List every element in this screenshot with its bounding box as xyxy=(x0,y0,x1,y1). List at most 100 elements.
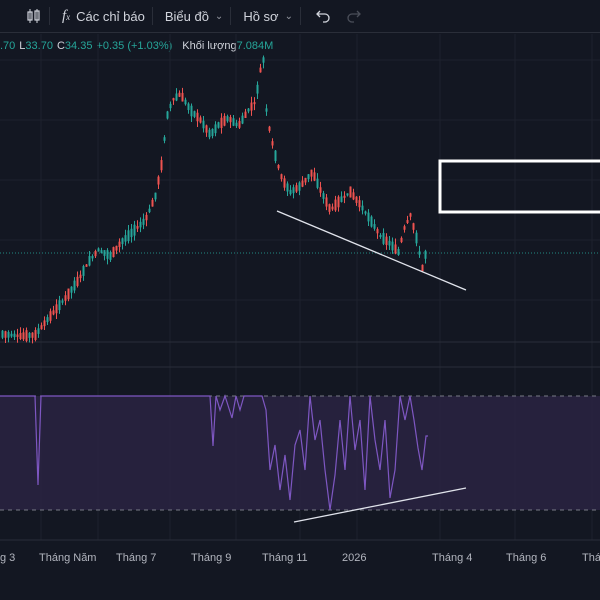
profile-label: Hồ sơ xyxy=(243,8,279,24)
rsi-band xyxy=(0,396,600,510)
candle-body xyxy=(52,310,55,315)
candle-body xyxy=(103,250,106,256)
candle-body xyxy=(34,330,37,340)
candle-body xyxy=(82,266,85,276)
candle-body xyxy=(70,286,73,293)
rectangle-drawing[interactable] xyxy=(438,159,600,214)
candle-body xyxy=(67,288,70,300)
candle-body xyxy=(10,333,13,337)
candle-body xyxy=(301,180,304,187)
candle-body xyxy=(283,178,286,188)
candle-body xyxy=(346,193,349,196)
top-toolbar: fx Các chỉ báo Biểu đồ ⌄ Hồ sơ ⌄ xyxy=(0,0,600,33)
candle-body xyxy=(235,122,238,127)
candle-body xyxy=(220,117,223,129)
indicators-button[interactable]: fx Các chỉ báo xyxy=(50,0,152,32)
profile-dropdown[interactable]: Hồ sơ ⌄ xyxy=(231,0,300,32)
ohlc-legend: .70 L 33.70 C 34.35 +0.35 (+1.03%) Khối … xyxy=(0,38,273,54)
candle-body xyxy=(7,331,10,338)
candle-body xyxy=(310,169,313,177)
candle-body xyxy=(367,212,370,222)
candle-body xyxy=(217,122,220,128)
candle-body xyxy=(43,320,46,327)
candle-body xyxy=(178,92,181,97)
change-value: +0.35 (+1.03%) xyxy=(96,40,173,52)
candle-body xyxy=(31,332,34,338)
candle-body xyxy=(175,93,178,101)
candle-body xyxy=(271,141,274,146)
candle-body xyxy=(316,178,319,188)
candle-body xyxy=(304,177,307,183)
candle-body xyxy=(13,333,16,338)
candle-body xyxy=(361,205,364,211)
redo-icon xyxy=(347,10,361,23)
x-axis-label: Tháng 7 xyxy=(116,552,157,564)
candle-body xyxy=(112,247,115,258)
close-key: C xyxy=(56,40,65,52)
x-axis-label: 2026 xyxy=(342,552,367,564)
candle-body xyxy=(313,172,316,181)
low-value: 33.70 xyxy=(25,40,53,52)
candle-body xyxy=(97,248,100,252)
candle-body xyxy=(394,244,397,254)
volume-label: Khối lượng xyxy=(182,40,237,52)
open-value: .70 xyxy=(0,40,16,52)
candle-body xyxy=(268,126,271,131)
candle-body xyxy=(328,204,331,212)
candle-body xyxy=(199,117,202,123)
candlestick-series xyxy=(1,55,427,344)
candle-body xyxy=(412,223,415,230)
candle-body xyxy=(73,280,76,291)
candle-body xyxy=(133,224,136,236)
chart-type-dropdown[interactable]: Biểu đồ ⌄ xyxy=(153,0,230,32)
x-axis-label: Tháng 6 xyxy=(506,552,547,564)
candle-body xyxy=(58,300,61,311)
candle-body xyxy=(139,221,142,228)
candle-body xyxy=(250,102,253,111)
x-axis-label: Tháng 9 xyxy=(191,552,232,564)
candle-body xyxy=(322,193,325,199)
candle-body xyxy=(46,317,49,323)
candle-body xyxy=(16,334,19,337)
candle-body xyxy=(409,213,412,217)
candle-body xyxy=(205,125,208,133)
candle-body xyxy=(64,295,67,301)
candle-style-button[interactable] xyxy=(0,0,49,32)
candle-body xyxy=(277,165,280,169)
candle-body xyxy=(286,183,289,192)
candle-body xyxy=(208,129,211,138)
candle-body xyxy=(280,174,283,180)
candle-body xyxy=(376,229,379,234)
undo-icon xyxy=(316,10,330,23)
candle-body xyxy=(325,197,328,207)
rsi-trendline[interactable] xyxy=(293,487,467,523)
redo-button[interactable] xyxy=(338,0,369,32)
candle-body xyxy=(298,182,301,191)
candle-body xyxy=(400,237,403,243)
toolbar-divider xyxy=(230,7,232,25)
candle-body xyxy=(49,311,52,321)
candle-body xyxy=(334,199,337,211)
candle-body xyxy=(130,228,133,238)
candle-body xyxy=(358,200,361,208)
candle-body xyxy=(19,333,22,339)
candle-body xyxy=(4,331,7,338)
price-trendline[interactable] xyxy=(276,210,467,291)
candle-body xyxy=(148,208,151,213)
candle-body xyxy=(343,195,346,198)
indicators-label: Các chỉ báo xyxy=(76,8,145,24)
candle-body xyxy=(172,98,175,101)
candle-body xyxy=(253,102,256,105)
candle-body xyxy=(61,300,64,303)
x-axis-label: Tháng Năm xyxy=(39,552,97,564)
candle-body xyxy=(40,325,43,330)
toolbar-divider xyxy=(299,7,301,25)
candle-body xyxy=(307,174,310,180)
candle-body xyxy=(289,189,292,195)
candle-body xyxy=(25,330,28,342)
candle-body xyxy=(151,199,154,207)
candle-body xyxy=(157,176,160,185)
x-axis-label: Tháng 4 xyxy=(432,552,473,564)
undo-button[interactable] xyxy=(301,0,338,32)
